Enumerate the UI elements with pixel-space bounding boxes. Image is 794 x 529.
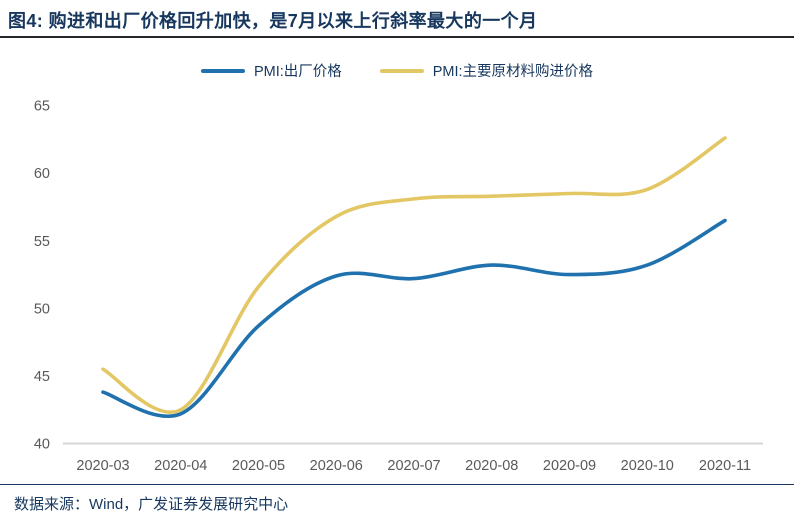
- y-axis-label: 50: [34, 301, 50, 317]
- x-axis-label: 2020-04: [154, 458, 207, 474]
- x-axis-label: 2020-06: [310, 458, 363, 474]
- x-axis-label: 2020-08: [465, 458, 518, 474]
- x-axis-label: 2020-09: [543, 458, 596, 474]
- figure-title: 图4: 购进和出厂价格回升加快，是7月以来上行斜率最大的一个月: [8, 11, 538, 31]
- x-axis-label: 2020-03: [76, 458, 129, 474]
- y-axis-label: 45: [34, 369, 50, 385]
- series-line-1: [101, 136, 727, 414]
- legend-swatch-yellow: [379, 68, 424, 73]
- y-axis-label: 60: [34, 166, 50, 182]
- y-axis-label: 65: [34, 99, 50, 115]
- title-divider: [0, 36, 794, 38]
- legend-label: PMI:出厂价格: [253, 64, 342, 80]
- x-axis-label: 2020-05: [232, 458, 285, 474]
- series-line-0: [101, 218, 727, 418]
- x-axis-label: 2020-10: [621, 458, 674, 474]
- legend-label: PMI:主要原材料购进价格: [432, 64, 594, 80]
- y-axis-label: 40: [34, 437, 50, 453]
- x-axis-label: 2020-07: [387, 458, 440, 474]
- legend-item-factory-price: PMI:出厂价格: [200, 60, 342, 81]
- x-axis-label: 2020-11: [699, 458, 751, 474]
- footer-divider: [0, 484, 794, 485]
- chart-legend: PMI:出厂价格 PMI:主要原材料购进价格: [0, 60, 794, 81]
- legend-item-input-price: PMI:主要原材料购进价格: [379, 60, 594, 81]
- y-axis-label: 55: [34, 234, 50, 250]
- data-source-note: 数据来源：Wind，广发证券发展研究中心: [14, 496, 289, 513]
- legend-swatch-blue: [200, 68, 245, 73]
